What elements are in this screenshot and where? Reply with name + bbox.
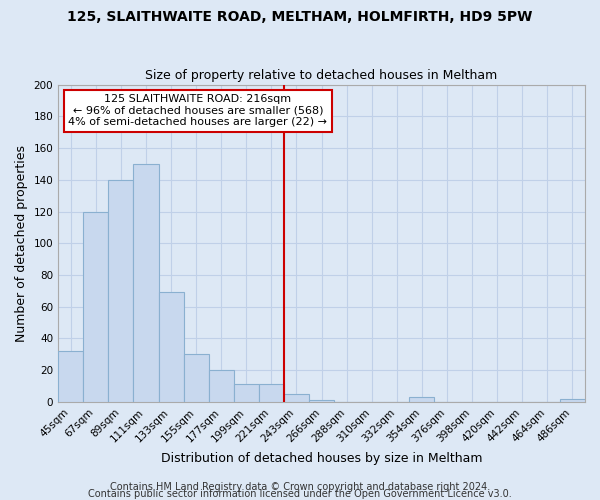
Text: Contains HM Land Registry data © Crown copyright and database right 2024.: Contains HM Land Registry data © Crown c… xyxy=(110,482,490,492)
Bar xyxy=(259,384,284,402)
Bar xyxy=(83,212,109,402)
Bar xyxy=(309,400,334,402)
Bar xyxy=(284,394,309,402)
Y-axis label: Number of detached properties: Number of detached properties xyxy=(15,145,28,342)
Bar xyxy=(234,384,259,402)
Title: Size of property relative to detached houses in Meltham: Size of property relative to detached ho… xyxy=(145,69,498,82)
Bar xyxy=(184,354,209,402)
Bar xyxy=(109,180,133,402)
Bar xyxy=(133,164,158,402)
Bar xyxy=(209,370,234,402)
Text: 125, SLAITHWAITE ROAD, MELTHAM, HOLMFIRTH, HD9 5PW: 125, SLAITHWAITE ROAD, MELTHAM, HOLMFIRT… xyxy=(67,10,533,24)
Bar xyxy=(409,397,434,402)
Bar xyxy=(58,351,83,402)
X-axis label: Distribution of detached houses by size in Meltham: Distribution of detached houses by size … xyxy=(161,452,482,465)
Bar xyxy=(158,292,184,402)
Text: 125 SLAITHWAITE ROAD: 216sqm
← 96% of detached houses are smaller (568)
4% of se: 125 SLAITHWAITE ROAD: 216sqm ← 96% of de… xyxy=(68,94,327,128)
Text: Contains public sector information licensed under the Open Government Licence v3: Contains public sector information licen… xyxy=(88,489,512,499)
Bar xyxy=(560,399,585,402)
